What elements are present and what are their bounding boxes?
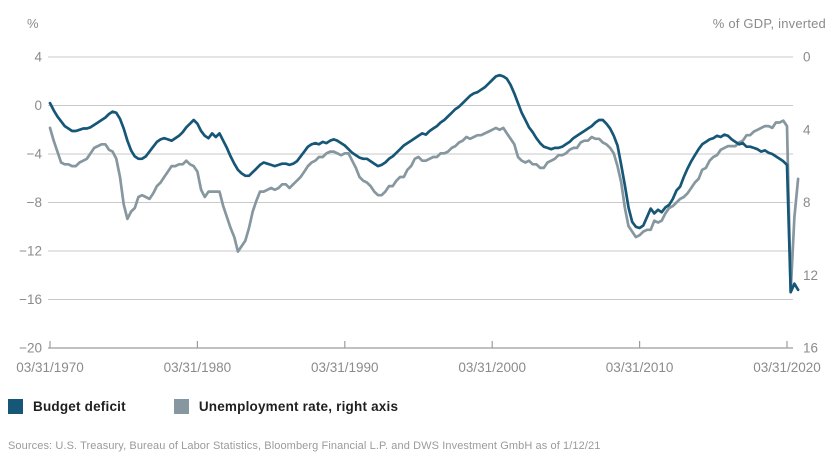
series-line-budget-deficit (48, 73, 800, 294)
x-axis-tick-label: 03/31/1980 (164, 360, 232, 375)
right-axis-tick-label: 4 (803, 122, 811, 137)
x-axis-tick-label: 03/31/2000 (458, 360, 526, 375)
right-axis-tick-label: 16 (803, 341, 818, 356)
legend-item-unemployment-rate: Unemployment rate, right axis (173, 399, 399, 414)
series-line-unemployment-rate (48, 119, 800, 293)
unemployment-rate-swatch-icon (173, 399, 189, 414)
left-axis-tick-label: −4 (27, 147, 43, 162)
x-axis-tick-label: 03/31/1990 (311, 360, 379, 375)
right-axis-tick-label: 8 (803, 195, 811, 210)
x-axis-tick-label: 03/31/1970 (16, 360, 84, 375)
left-axis-tick-label: −20 (19, 341, 42, 356)
left-axis-tick-label: −12 (19, 244, 42, 259)
left-axis-tick-label: 0 (34, 98, 42, 113)
left-axis-tick-label: 4 (34, 50, 42, 65)
right-axis-tick-label: 12 (803, 268, 818, 283)
legend-label-budget-deficit: Budget deficit (33, 399, 126, 414)
left-axis-tick-label: −8 (27, 195, 42, 210)
left-axis-unit-label: % (27, 16, 39, 31)
legend-label-unemployment-rate: Unemployment rate, right axis (198, 399, 399, 414)
x-axis-tick-label: 03/31/2020 (753, 360, 821, 375)
budget-deficit-swatch-icon (8, 399, 23, 414)
x-axis-tick-label: 03/31/2010 (606, 360, 674, 375)
legend-item-budget-deficit: Budget deficit (8, 399, 126, 414)
line-chart-canvas: 03/31/1970 03/31/1980 03/31/1990 03/31/2000… (16, 50, 821, 376)
right-axis-unit-label: % of GDP, inverted (712, 16, 826, 31)
sources-note: Sources: U.S. Treasury, Bureau of Labor … (8, 440, 601, 452)
left-axis-tick-label: −16 (19, 292, 42, 307)
right-axis-tick-label: 0 (803, 50, 811, 65)
legend: Budget deficit Unemployment rate, right … (8, 399, 398, 414)
